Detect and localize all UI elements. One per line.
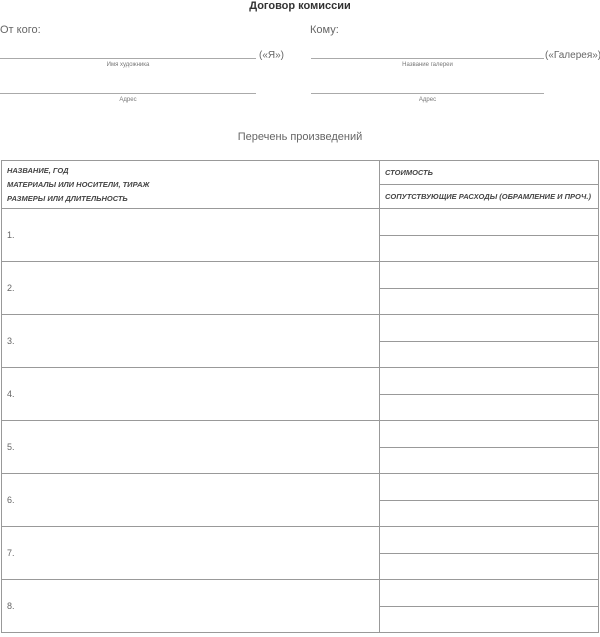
header-line: РАЗМЕРЫ ИЛИ ДЛИТЕЛЬНОСТЬ: [7, 193, 128, 203]
cost-cell[interactable]: [379, 367, 599, 395]
cost-cell[interactable]: [379, 420, 599, 448]
expenses-cell[interactable]: [379, 288, 599, 315]
expenses-cell[interactable]: [379, 553, 599, 580]
artist-party: («Я»): [259, 50, 285, 61]
row-number: 2.: [7, 283, 15, 293]
expenses-cell[interactable]: [379, 235, 599, 262]
expenses-cell[interactable]: [379, 447, 599, 474]
cost-cell[interactable]: [379, 261, 599, 289]
work-description-cell[interactable]: 1.: [1, 208, 380, 262]
artist-address-field[interactable]: [0, 93, 256, 94]
row-number: 3.: [7, 336, 15, 346]
row-number: 6.: [7, 495, 15, 505]
header-line: НАЗВАНИЕ, ГОД: [7, 165, 69, 175]
from-label: От кого:: [0, 24, 41, 36]
header-description: НАЗВАНИЕ, ГОД МАТЕРИАЛЫ ИЛИ НОСИТЕЛИ, ТИ…: [1, 160, 380, 209]
expenses-cell[interactable]: [379, 341, 599, 368]
gallery-address-caption: Адрес: [418, 97, 437, 103]
work-description-cell[interactable]: 5.: [1, 420, 380, 474]
to-label: Кому:: [310, 24, 339, 36]
expenses-cell[interactable]: [379, 500, 599, 527]
table-row: 1.: [1, 208, 599, 262]
artist-address-caption: Адрес: [119, 97, 137, 103]
works-table: НАЗВАНИЕ, ГОД МАТЕРИАЛЫ ИЛИ НОСИТЕЛИ, ТИ…: [1, 160, 599, 633]
artist-name-caption: Имя художника: [106, 62, 150, 68]
gallery-name-field[interactable]: [311, 58, 544, 59]
table-row: [2, 553, 599, 580]
table-row: 4.: [1, 367, 599, 421]
table-row: [2, 341, 599, 368]
work-description-cell[interactable]: 3.: [1, 314, 380, 368]
table-row: 6.: [1, 473, 599, 527]
document-title: Договор комиссии: [249, 0, 351, 12]
table-row: 3.: [1, 314, 599, 368]
table-row: 8.: [1, 579, 599, 633]
table-row: [2, 606, 599, 633]
work-description-cell[interactable]: 7.: [1, 526, 380, 580]
header-line: МАТЕРИАЛЫ ИЛИ НОСИТЕЛИ, ТИРАЖ: [7, 179, 150, 189]
gallery-party: («Галерея»): [545, 50, 600, 61]
cost-cell[interactable]: [379, 208, 599, 236]
table-row: [2, 500, 599, 527]
gallery-name-caption: Название галереи: [402, 62, 453, 68]
row-number: 8.: [7, 601, 15, 611]
work-description-cell[interactable]: 8.: [1, 579, 380, 633]
table-row: 5.: [1, 420, 599, 474]
gallery-address-field[interactable]: [311, 93, 544, 94]
expenses-cell[interactable]: [379, 394, 599, 421]
row-number: 7.: [7, 548, 15, 558]
cost-cell[interactable]: [379, 526, 599, 554]
row-number: 1.: [7, 230, 15, 240]
cost-cell[interactable]: [379, 314, 599, 342]
table-row: 7.: [1, 526, 599, 580]
work-description-cell[interactable]: 6.: [1, 473, 380, 527]
row-number: 4.: [7, 389, 15, 399]
cost-cell[interactable]: [379, 473, 599, 501]
work-description-cell[interactable]: 2.: [1, 261, 380, 315]
header-cost: СТОИМОСТЬ: [379, 160, 599, 185]
artist-name-field[interactable]: [0, 58, 256, 59]
works-list-title: Перечень произведений: [237, 131, 363, 143]
row-number: 5.: [7, 442, 15, 452]
header-expenses: СОПУТСТВУЮЩИЕ РАСХОДЫ (ОБРАМЛЕНИЕ И ПРОЧ…: [379, 184, 599, 209]
cost-cell[interactable]: [379, 579, 599, 607]
expenses-cell[interactable]: [379, 606, 599, 633]
table-row: 2.: [1, 261, 599, 315]
work-description-cell[interactable]: 4.: [1, 367, 380, 421]
